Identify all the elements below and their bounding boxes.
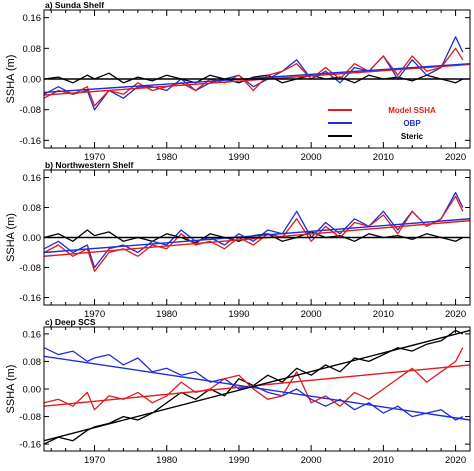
y-tick-label: -0.08: [19, 105, 41, 116]
legend: Model SSHA OBP Steric: [328, 106, 436, 141]
x-tick-label: 1980: [156, 152, 177, 163]
x-tick-label: 1970: [84, 309, 105, 320]
x-tick-label: 2000: [301, 152, 322, 163]
panel-title: a) Sunda Shelf: [45, 0, 104, 10]
trend-line-steric: [44, 329, 470, 442]
x-tick-label: 1970: [84, 152, 105, 163]
x-tick-label: 1970: [84, 455, 105, 466]
series-line-model: [44, 347, 464, 411]
x-tick-label: 2000: [301, 309, 322, 320]
y-tick-label: 0.16: [23, 13, 42, 24]
y-tick-label: -0.08: [19, 263, 41, 274]
y-tick-label: -0.08: [19, 412, 41, 423]
x-tick-label: 1980: [156, 455, 177, 466]
trend-line-obp: [44, 218, 470, 254]
y-tick-label: 0.16: [23, 329, 42, 340]
data-layer: [44, 36, 470, 111]
plot-frame: [43, 326, 471, 452]
series-line-model: [44, 195, 464, 272]
trend-line-model: [44, 219, 470, 257]
x-tick-label: 2010: [373, 455, 394, 466]
x-tick-label: 2000: [301, 455, 322, 466]
y-tick-label: -0.16: [19, 293, 41, 304]
x-tick-label: 2020: [445, 152, 466, 163]
series-line-steric: [44, 72, 464, 84]
trend-line-model: [44, 63, 470, 96]
panel-c: c) Deep SCS SSHA (m) 0.16 0.08 0.00 -0.08 -0.1…: [5, 317, 471, 466]
x-tick-label: 2010: [373, 309, 394, 320]
x-tick-label: 2020: [445, 455, 466, 466]
data-layer: [44, 329, 470, 445]
y-tick-label: 0.00: [23, 233, 42, 244]
y-tick-label: 0.00: [23, 385, 42, 396]
x-tick-label: 1990: [228, 152, 249, 163]
y-tick-label: 0.16: [23, 173, 42, 184]
y-tick-label: 0.08: [23, 203, 42, 214]
y-tick-label: -0.16: [19, 440, 41, 451]
y-tick-label: 0.08: [23, 357, 42, 368]
data-layer: [44, 191, 470, 272]
x-tick-label: 2010: [373, 152, 394, 163]
y-tick-label: -0.16: [19, 136, 41, 147]
panel-title: b) Northwestern Shelf: [45, 160, 133, 170]
legend-label-obp: OBP: [403, 119, 421, 128]
panel-b: b) Northwestern Shelf SSHA (m) 0.16 0.08 0.0…: [5, 160, 471, 320]
x-tick-label: 1980: [156, 309, 177, 320]
x-tick-label: 1990: [228, 455, 249, 466]
trend-line-obp: [44, 62, 470, 94]
panel-title: c) Deep SCS: [45, 317, 96, 327]
y-axis-label: SSHA (m): [5, 55, 17, 104]
legend-label-steric: Steric: [401, 132, 424, 141]
trend-line-obp: [44, 355, 470, 421]
y-axis-label: SSHA (m): [5, 365, 17, 414]
y-tick-label: 0.00: [23, 75, 42, 86]
x-tick-label: 2020: [445, 309, 466, 320]
legend-label-model: Model SSHA: [388, 106, 436, 115]
x-tick-label: 1990: [228, 309, 249, 320]
series-line-obp: [44, 191, 464, 269]
y-axis-label: SSHA (m): [5, 213, 17, 262]
panel-a: a) Sunda Shelf SSHA (m) 0.16 0.08 0.00 -0.08 -…: [5, 0, 471, 163]
y-tick-label: 0.08: [23, 44, 42, 55]
